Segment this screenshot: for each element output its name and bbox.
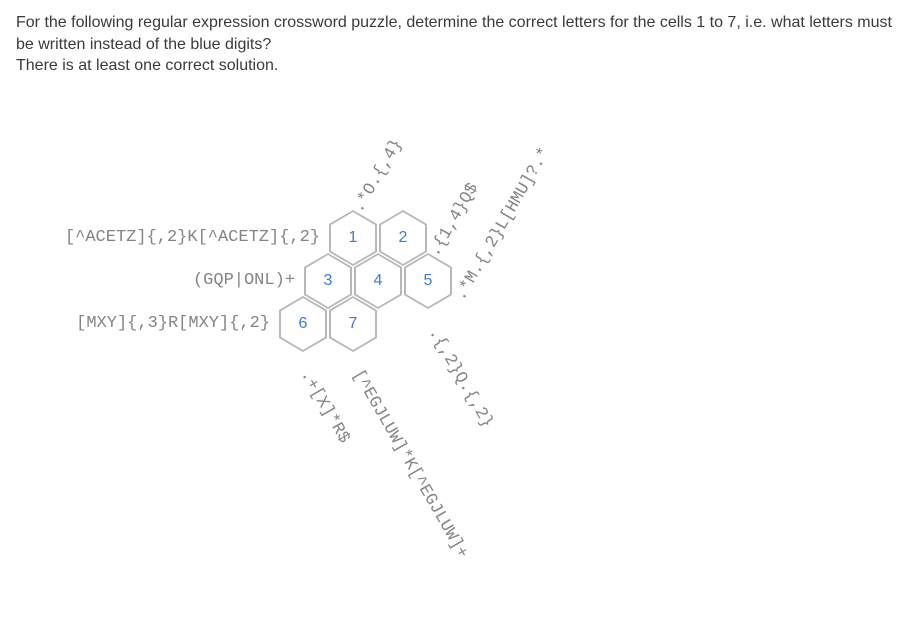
- instructions-line2: There is at least one correct solution.: [16, 57, 278, 74]
- hex-cell-4: 4: [354, 253, 402, 309]
- hex-cell-1: 1: [329, 210, 377, 266]
- row-clue-2: (GQP|ONL)+: [193, 271, 295, 290]
- hex-cell-7: 7: [329, 296, 377, 352]
- instructions-line1: For the following regular expression cro…: [16, 14, 892, 53]
- hex-cell-5: 5: [404, 253, 452, 309]
- row-clue-3: [MXY]{,3}R[MXY]{,2}: [76, 314, 270, 333]
- hex-cell-1-digit: 1: [349, 229, 358, 247]
- puzzle-stage: [^ACETZ]{,2}K[^ACETZ]{,2} (GQP|ONL)+ [MX…: [0, 80, 910, 636]
- hex-cell-5-digit: 5: [424, 272, 433, 290]
- diag-clue-bot-2: [^EGJLUW]*K[^EGJLUW]+: [348, 367, 472, 562]
- diag-clue-bot-1: .+[X]*R$: [296, 367, 353, 447]
- hex-cell-3: 3: [304, 253, 352, 309]
- diag-clue-top-3: .*M.{,2}L[HMU]?.*: [452, 145, 555, 305]
- instructions: For the following regular expression cro…: [16, 12, 894, 77]
- diag-clue-top-1: .*O.{,4}: [350, 136, 407, 216]
- hex-cell-4-digit: 4: [374, 272, 383, 290]
- diag-clue-top-2: .{1,4}Q$: [426, 180, 483, 260]
- hex-cell-3-digit: 3: [324, 272, 333, 290]
- hex-cell-6-digit: 6: [299, 315, 308, 333]
- hex-cell-2: 2: [379, 210, 427, 266]
- row-clue-1: [^ACETZ]{,2}K[^ACETZ]{,2}: [65, 228, 320, 247]
- hex-cell-6: 6: [279, 296, 327, 352]
- diag-clue-bot-3: .{,2}Q.{,2}: [424, 325, 497, 432]
- hex-cell-2-digit: 2: [399, 229, 408, 247]
- hex-cell-7-digit: 7: [349, 315, 358, 333]
